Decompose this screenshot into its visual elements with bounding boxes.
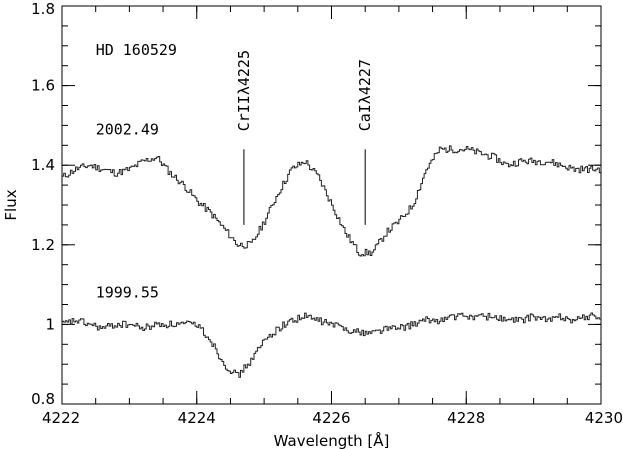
marker-label: CrIIλ4225 [235,50,253,131]
x-tick-label: 4230 [585,409,623,427]
annotations: HD 160529 2002.49 1999.55 [96,41,177,302]
x-tick-label: 4222 [42,409,80,427]
y-tick-label: 1.4 [31,156,55,174]
plot-frame [61,5,602,405]
series-label: 2002.49 [96,120,159,138]
x-tick-label: 4228 [447,409,485,427]
x-tick-label: 4224 [178,409,216,427]
y-tick-label: 1.2 [31,236,55,254]
x-tick-labels: 4222 4224 4226 4228 4230 [42,409,623,427]
series-label: 1999.55 [96,284,159,302]
marker-label: CaIλ4227 [356,59,374,131]
y-tick-label: 0.8 [31,390,55,408]
series-layer [62,145,601,378]
y-tick-label: 1 [45,315,55,333]
series-line [62,145,601,257]
x-axis-label: Wavelength [Å] [274,431,390,449]
line-markers: CrIIλ4225 CaIλ4227 [235,50,374,225]
y-axis-label: Flux [2,189,20,220]
y-tick-label: 1.8 [31,0,55,18]
x-tick-label: 4226 [312,409,350,427]
y-tick-label: 1.6 [31,77,55,95]
y-tick-labels: 0.8 1 1.2 1.4 1.6 1.8 [31,0,55,408]
series-line [62,312,601,378]
object-label: HD 160529 [96,41,177,59]
